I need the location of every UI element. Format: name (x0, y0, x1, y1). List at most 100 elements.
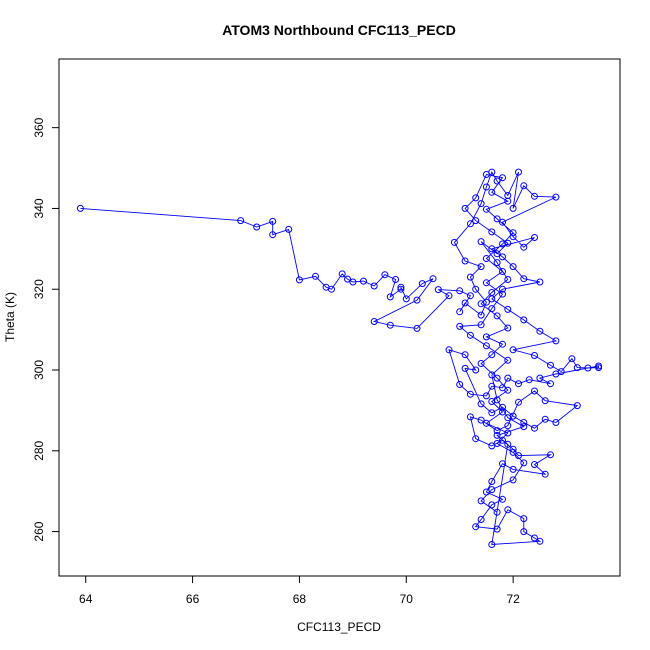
data-point (370, 318, 378, 325)
data-point (509, 448, 517, 456)
data-point (482, 183, 490, 191)
data-point (531, 424, 538, 432)
data-point (413, 324, 421, 332)
data-point (477, 516, 485, 523)
data-point (515, 452, 522, 460)
data-point (413, 296, 421, 304)
data-point (488, 501, 496, 509)
data-point (450, 238, 458, 246)
data-point (531, 387, 538, 395)
data-point (509, 229, 517, 237)
series-points (76, 168, 603, 548)
data-point (477, 311, 485, 319)
data-point (349, 278, 357, 286)
data-point (344, 275, 351, 283)
data-point (477, 497, 485, 505)
data-point (552, 193, 560, 201)
data-point (338, 270, 346, 278)
data-point (482, 205, 490, 213)
data-point (477, 321, 485, 329)
data-point (531, 534, 538, 542)
data-point (504, 386, 512, 394)
x-tick-label: 66 (186, 592, 200, 606)
data-point (237, 217, 245, 225)
data-point (493, 312, 501, 320)
data-point (461, 351, 469, 359)
data-point (488, 188, 496, 196)
data-point (493, 508, 501, 516)
data-point (466, 413, 474, 421)
data-point (504, 356, 512, 364)
data-point (531, 352, 538, 359)
data-point (520, 275, 528, 283)
data-point (477, 300, 485, 308)
data-point (488, 371, 496, 379)
data-point (541, 415, 549, 423)
data-point (488, 305, 496, 313)
data-point (461, 299, 469, 307)
data-point (477, 200, 485, 208)
data-point (477, 400, 485, 408)
x-axis: 64 66 68 70 72 (79, 575, 520, 606)
data-point (499, 436, 506, 444)
data-point (520, 459, 528, 467)
data-point (531, 234, 538, 241)
data-point (392, 276, 400, 283)
data-point (520, 419, 528, 426)
data-point (482, 255, 490, 262)
data-point (434, 286, 442, 294)
y-axis: 260 280 300 320 340 360 (32, 117, 60, 542)
data-point (360, 277, 367, 285)
data-point (269, 217, 277, 225)
data-point (504, 422, 512, 430)
data-point (482, 419, 490, 427)
data-point (573, 402, 581, 410)
x-tick-label: 70 (400, 592, 414, 606)
data-point (520, 515, 528, 523)
data-point (520, 316, 528, 324)
data-point (466, 273, 474, 281)
data-point (515, 398, 522, 406)
data-point (515, 168, 522, 176)
data-point (482, 342, 490, 350)
data-point (536, 327, 544, 335)
data-point (429, 275, 437, 283)
data-point (461, 204, 469, 212)
data-point (482, 279, 490, 287)
data-point (472, 217, 480, 225)
y-tick-label: 260 (32, 521, 46, 541)
data-point (76, 204, 84, 212)
data-point (504, 506, 512, 514)
data-point (531, 192, 538, 200)
y-tick-label: 360 (32, 117, 46, 137)
series-path (80, 171, 600, 545)
data-point (312, 272, 319, 280)
data-point (488, 409, 496, 417)
y-tick-label: 280 (32, 440, 46, 460)
data-point (370, 282, 378, 290)
x-tick-label: 68 (293, 592, 307, 606)
data-point (509, 204, 517, 212)
data-point (445, 292, 453, 300)
data-point (531, 461, 538, 468)
data-point (456, 322, 464, 330)
data-point (595, 362, 603, 370)
data-point (493, 259, 501, 267)
data-point (472, 366, 480, 374)
data-point (547, 451, 554, 459)
data-point (488, 245, 496, 253)
data-point (504, 305, 512, 313)
data-point (504, 197, 512, 205)
data-point (488, 486, 496, 494)
data-point (456, 308, 464, 316)
data-point (493, 215, 501, 223)
data-point (445, 346, 453, 354)
data-point (493, 427, 501, 435)
data-point (552, 419, 560, 426)
y-tick-label: 320 (32, 279, 46, 299)
data-point (482, 333, 490, 341)
data-point (509, 465, 517, 473)
data-point (509, 263, 517, 271)
data-point (499, 218, 506, 226)
data-point (547, 380, 554, 388)
